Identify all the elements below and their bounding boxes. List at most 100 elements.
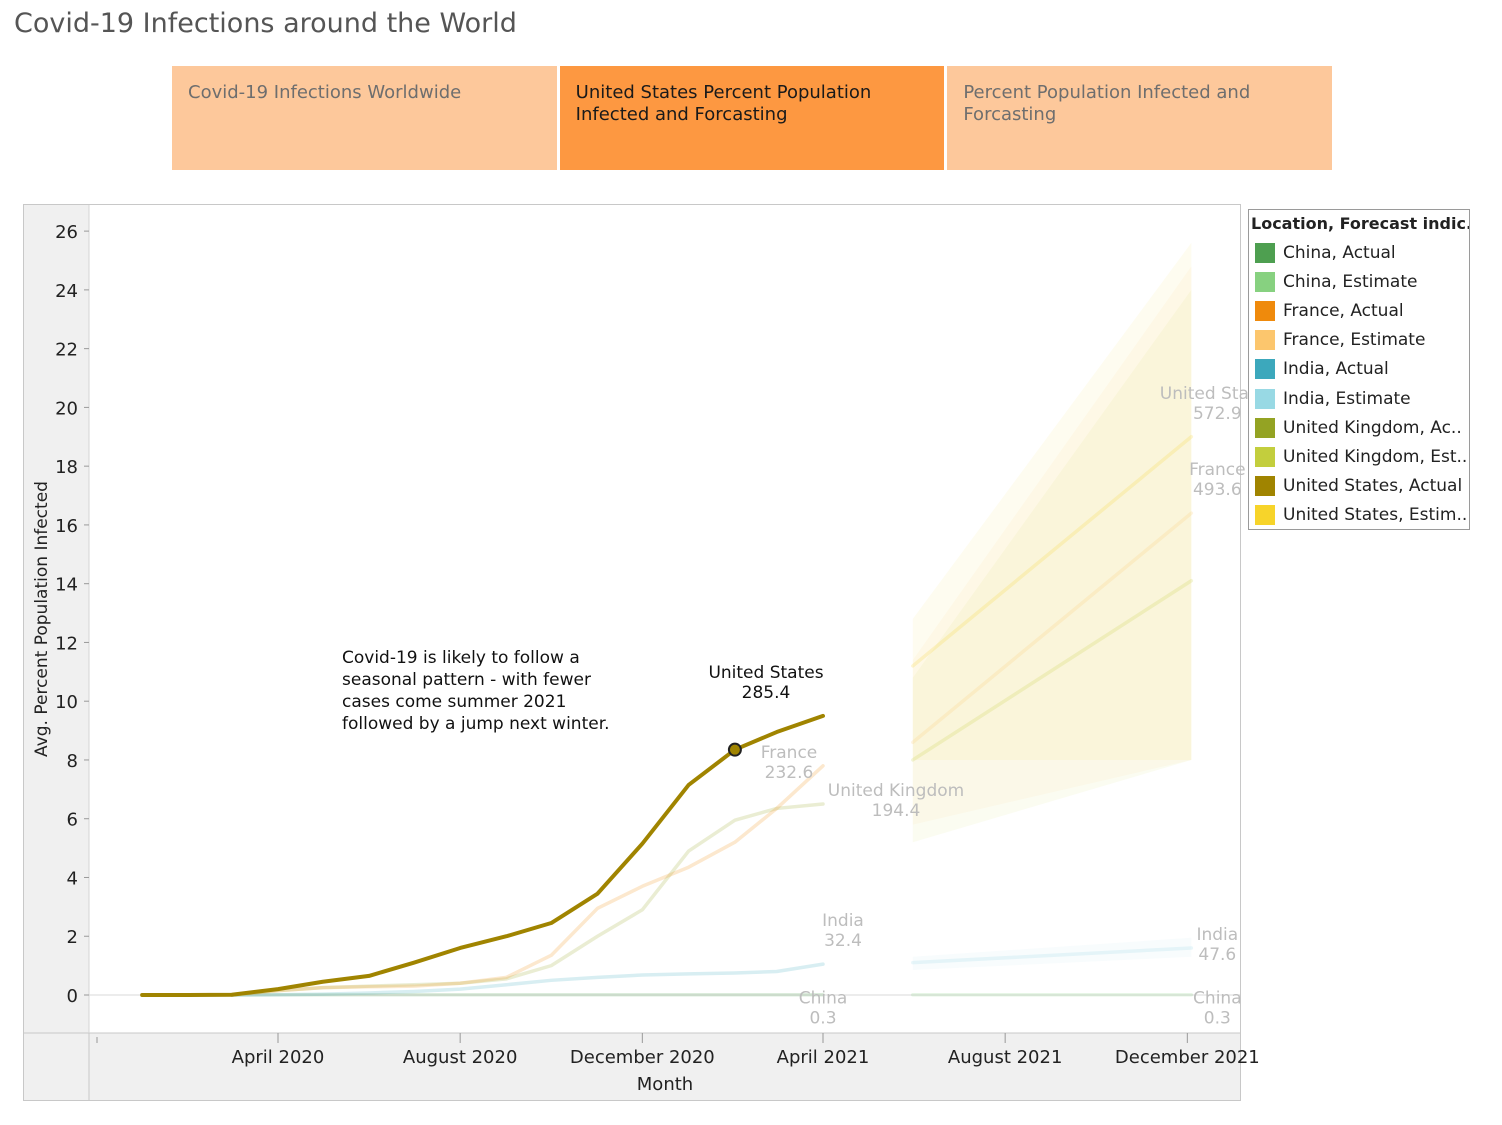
india-actual-end-label-name: India: [822, 911, 864, 931]
tab-percent-infected-forecasting[interactable]: Percent Population Infected and Forcasti…: [947, 66, 1333, 170]
annotation-text: Covid-19 is likely to follow a seasonal …: [342, 648, 610, 734]
legend-label: India, Estimate: [1283, 388, 1411, 409]
annotation-line-4: followed by a jump next winter.: [342, 714, 610, 734]
forecast-bands: [912, 242, 1192, 971]
france-estimate-line: [911, 511, 1194, 745]
france-estimate-end-label: France 493.6: [1189, 460, 1246, 500]
legend-item-india-estimate[interactable]: India, Estimate: [1251, 384, 1469, 413]
y-tick-label: 4: [67, 868, 78, 889]
france-estimate-band: [912, 266, 1192, 825]
china-estimate-end-label-value: 0.3: [1204, 1009, 1231, 1029]
y-tick-label: 16: [55, 516, 78, 537]
legend-item-france-actual[interactable]: France, Actual: [1251, 296, 1469, 325]
legend-item-china-actual[interactable]: China, Actual: [1251, 238, 1469, 267]
tab-infections-worldwide[interactable]: Covid-19 Infections Worldwide: [172, 66, 557, 170]
united-states-estimate-end-label-name: United States: [1160, 384, 1275, 404]
legend-swatch: [1255, 388, 1275, 409]
y-tick-label: 10: [55, 692, 78, 713]
y-tick-label: 2: [67, 927, 78, 948]
france-actual-line: [229, 764, 825, 997]
india-estimate-band: [912, 937, 1192, 971]
france-actual-end-label-value: 232.6: [765, 763, 814, 783]
x-tick-label: December 2021: [1115, 1047, 1260, 1068]
france-actual-end-label: France 232.6: [761, 743, 818, 783]
x-tick-label: April 2020: [232, 1047, 325, 1068]
legend-item-united-states-estim[interactable]: United States, Estim..: [1251, 501, 1469, 530]
united-states-estimate-band: [912, 242, 1192, 760]
united-kingdom-actual-end-label-name: United Kingdom: [828, 781, 964, 801]
united-kingdom-estimate-line: [911, 578, 1194, 762]
france-estimate-end-label-name: France: [1189, 460, 1246, 480]
france-actual-end-label-name: France: [761, 743, 818, 763]
legend-label: United States, Estim..: [1283, 505, 1468, 526]
united-states-estimate-end-label: United States 572.9: [1160, 384, 1275, 424]
legend-label: France, Actual: [1283, 300, 1404, 321]
legend-label: France, Estimate: [1283, 330, 1426, 351]
x-tick-label: August 2020: [403, 1047, 518, 1068]
legend-label: India, Actual: [1283, 359, 1389, 380]
united-states-actual-marker: [727, 742, 742, 757]
india-actual-end-label: India 32.4: [822, 911, 864, 951]
china-actual-end-label: China 0.3: [799, 989, 848, 1029]
x-axis-ticks: April 2020 August 2020 December 2020 April …: [96, 1033, 1260, 1068]
legend-swatch: [1255, 242, 1275, 263]
legend-label: China, Estimate: [1283, 271, 1418, 292]
legend-item-china-estimate[interactable]: China, Estimate: [1251, 267, 1469, 296]
legend-swatch: [1255, 417, 1275, 438]
china-estimate-end-label: China 0.3: [1193, 989, 1242, 1029]
legend-item-united-kingdom-ac[interactable]: United Kingdom, Ac..: [1251, 413, 1469, 442]
y-tick-label: 8: [67, 751, 78, 772]
legend-swatch: [1255, 330, 1275, 351]
united-states-actual-end-label: United States 285.4: [708, 663, 823, 703]
legend-item-india-actual[interactable]: India, Actual: [1251, 355, 1469, 384]
legend-item-france-estimate[interactable]: France, Estimate: [1251, 326, 1469, 355]
united-kingdom-estimate-band: [912, 289, 1192, 843]
united-kingdom-actual-end-label-value: 194.4: [872, 801, 921, 821]
y-tick-label: 6: [67, 810, 78, 831]
y-tick-label: 26: [55, 222, 78, 243]
story-tabs: Covid-19 Infections Worldwide United Sta…: [172, 66, 1333, 170]
y-tick-label: 24: [55, 281, 78, 302]
y-tick-label: 20: [55, 398, 78, 419]
united-states-estimate-end-label-value: 572.9: [1193, 404, 1242, 424]
y-tick-label: 12: [55, 633, 78, 654]
china-actual-end-label-value: 0.3: [809, 1009, 836, 1029]
india-estimate-end-label-value: 47.6: [1198, 945, 1236, 965]
y-tick-label: 18: [55, 457, 78, 478]
series-lines: [140, 435, 1194, 997]
legend-swatch: [1255, 505, 1275, 526]
x-axis-label: Month: [637, 1074, 693, 1095]
legend: Location, Forecast indic.. China, Actual…: [1248, 209, 1470, 530]
legend-label: United States, Actual: [1283, 476, 1463, 497]
legend-items: China, Actual China, Estimate France, Actu…: [1251, 238, 1469, 530]
united-states-estimate-line: [911, 435, 1194, 668]
china-estimate-end-label-name: China: [1193, 989, 1242, 1009]
united-kingdom-actual-line: [229, 802, 825, 997]
india-estimate-end-label-name: India: [1196, 925, 1238, 945]
x-axis-panel: [24, 1033, 1240, 1100]
legend-label: United Kingdom, Ac..: [1283, 417, 1462, 438]
y-axis-label: Avg. Percent Population Infected: [32, 481, 52, 757]
annotation-line-3: cases come summer 2021: [342, 692, 566, 712]
x-tick-label: December 2020: [570, 1047, 715, 1068]
y-tick-label: 22: [55, 340, 78, 361]
india-actual-end-label-value: 32.4: [824, 931, 862, 951]
y-tick-label: 14: [55, 575, 78, 596]
legend-item-united-states-actual[interactable]: United States, Actual: [1251, 472, 1469, 501]
annotation-line-2: seasonal pattern - with fewer: [342, 670, 591, 690]
legend-title: Location, Forecast indic..: [1251, 214, 1469, 233]
legend-swatch: [1255, 446, 1275, 467]
united-states-actual-line: [140, 713, 825, 997]
legend-label: United Kingdom, Est..: [1283, 446, 1468, 467]
legend-swatch: [1255, 300, 1275, 321]
tab-us-percent-infected[interactable]: United States Percent Population Infecte…: [559, 66, 945, 170]
india-estimate-end-label: India 47.6: [1196, 925, 1238, 965]
india-estimate-line: [911, 946, 1194, 965]
legend-item-united-kingdom-est[interactable]: United Kingdom, Est..: [1251, 442, 1469, 471]
united-kingdom-actual-end-label: United Kingdom 194.4: [828, 781, 964, 821]
y-axis-panel: [24, 205, 89, 1033]
india-actual-line: [229, 962, 825, 997]
page-title: Covid-19 Infections around the World: [14, 8, 517, 39]
united-states-actual-end-label-value: 285.4: [742, 683, 791, 703]
